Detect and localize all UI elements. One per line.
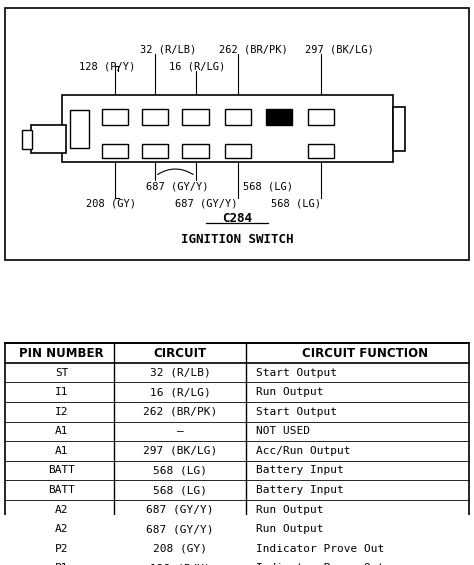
Text: 16 (R/LG): 16 (R/LG) [169,61,225,71]
Bar [308,144,334,158]
Text: 568 (LG): 568 (LG) [153,485,207,495]
Bar [225,109,251,125]
Bar [142,144,168,158]
Bar [142,109,168,125]
Text: CIRCUIT FUNCTION: CIRCUIT FUNCTION [302,346,428,359]
Text: 128 (P/Y): 128 (P/Y) [150,563,210,565]
Text: 687 (GY/Y): 687 (GY/Y) [146,524,214,534]
Bar [102,144,128,158]
Bar [225,144,251,158]
Text: ST: ST [55,368,68,377]
Text: C284: C284 [222,212,252,225]
Text: 208 (GY): 208 (GY) [153,544,207,554]
Text: Acc/Run Output: Acc/Run Output [256,446,350,456]
Text: P2: P2 [55,544,68,554]
Text: I1: I1 [55,387,68,397]
Text: PIN NUMBER: PIN NUMBER [19,346,104,359]
Text: 128 (P/Y): 128 (P/Y) [79,61,135,71]
Bar [393,107,405,151]
Bar [102,109,128,125]
Text: 687 (GY/Y): 687 (GY/Y) [146,505,214,515]
Text: I2: I2 [55,407,68,417]
Text: CIRCUIT: CIRCUIT [154,346,207,359]
Text: NOT USED: NOT USED [256,427,310,436]
Bar [70,110,89,147]
Text: 32 (R/LB): 32 (R/LB) [150,368,210,377]
Text: A2: A2 [55,505,68,515]
Text: —: — [177,427,183,436]
Text: Run Output: Run Output [256,505,323,515]
Text: 262 (BR/PK): 262 (BR/PK) [143,407,217,417]
Text: BATT: BATT [48,466,75,476]
Bar [182,144,209,158]
Text: 568 (LG): 568 (LG) [271,199,321,208]
Bar [182,109,209,125]
Text: 297 (BK/LG): 297 (BK/LG) [304,44,374,54]
Text: A1: A1 [55,427,68,436]
Text: Start Output: Start Output [256,407,337,417]
Bar [308,109,334,125]
Text: 208 (GY): 208 (GY) [86,199,137,208]
Text: 568 (LG): 568 (LG) [153,466,207,476]
Text: A2: A2 [55,524,68,534]
Bar [266,109,292,125]
Text: Run Output: Run Output [256,524,323,534]
Bar [31,125,66,153]
Text: Start Output: Start Output [256,368,337,377]
Text: 568 (LG): 568 (LG) [243,181,293,191]
Text: 687 (GY/Y): 687 (GY/Y) [146,181,209,191]
Text: A1: A1 [55,446,68,456]
Text: 297 (BK/LG): 297 (BK/LG) [143,446,217,456]
Bar [22,130,32,149]
Bar [62,95,393,162]
Text: 262 (BR/PK): 262 (BR/PK) [219,44,288,54]
Bar [5,8,469,260]
Text: Battery Input: Battery Input [256,485,344,495]
Text: 687 (GY/Y): 687 (GY/Y) [175,199,237,208]
Text: 32 (R/LB): 32 (R/LB) [140,44,196,54]
Text: BATT: BATT [48,485,75,495]
Text: Indicator Prove Out: Indicator Prove Out [256,544,384,554]
Text: Indicator Prove Out: Indicator Prove Out [256,563,384,565]
Text: IGNITION SWITCH: IGNITION SWITCH [181,233,293,246]
Text: P1: P1 [55,563,68,565]
Text: 16 (R/LG): 16 (R/LG) [150,387,210,397]
Bar [5,344,469,565]
Text: Run Output: Run Output [256,387,323,397]
Text: Battery Input: Battery Input [256,466,344,476]
